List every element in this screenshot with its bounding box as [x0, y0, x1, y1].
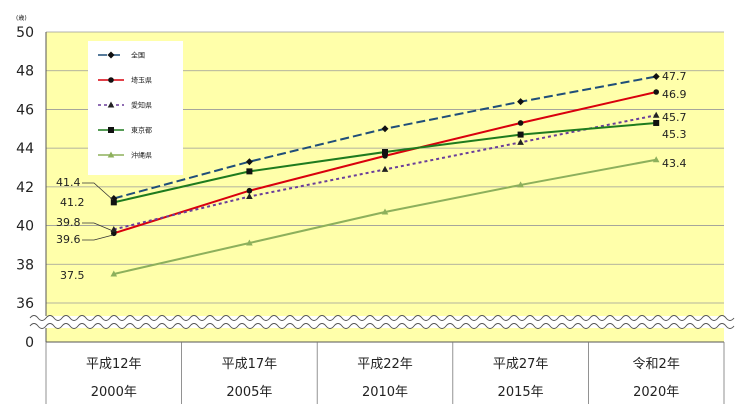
- legend-marker: [107, 151, 115, 158]
- data-point: [246, 168, 253, 175]
- data-point: [517, 120, 524, 126]
- data-point: [653, 119, 660, 126]
- label-leader: [82, 234, 114, 241]
- data-point: [652, 156, 660, 163]
- series-points: [110, 73, 660, 277]
- x-category-year: 2000年: [91, 385, 137, 400]
- data-labels: 41.4 47.7 39.6 46.9 39.8 45.7 41.2 45.3 37.5 43.4: [56, 70, 687, 282]
- unit-label: (歳): [16, 14, 27, 22]
- data-point: [110, 199, 117, 206]
- legend-label: 東京都: [131, 126, 152, 135]
- break-line: [29, 323, 735, 329]
- data-label: 47.7: [662, 70, 687, 83]
- legend-label: 全国: [131, 51, 145, 60]
- data-label: 43.4: [662, 157, 687, 170]
- data-label: 39.6: [56, 233, 81, 246]
- axis-break: [28, 315, 735, 329]
- data-point: [381, 125, 389, 133]
- data-label: 41.2: [60, 196, 85, 209]
- y-tick-label: 44: [16, 141, 34, 157]
- x-category-year: 2005年: [226, 385, 272, 400]
- x-category-label: 平成27年: [493, 357, 549, 372]
- legend-marker: [107, 101, 115, 108]
- y-tick-label: 46: [16, 102, 34, 118]
- x-category-label: 平成17年: [222, 357, 278, 372]
- data-label: 46.9: [662, 88, 687, 101]
- y-tick-label: 0: [25, 335, 34, 351]
- data-label: 39.8: [56, 216, 81, 229]
- legend-label: 沖縄県: [131, 151, 152, 160]
- data-point: [381, 165, 389, 172]
- x-category-label: 令和2年: [633, 357, 680, 372]
- y-tick-label: 50: [16, 25, 34, 41]
- data-point: [381, 208, 389, 215]
- data-point: [652, 111, 660, 118]
- legend-box: [88, 41, 183, 175]
- x-category-year: 2020年: [633, 385, 679, 400]
- data-point: [246, 193, 253, 200]
- data-point: [517, 181, 524, 188]
- y-tick-label: 40: [16, 219, 34, 235]
- x-category-year: 2010年: [362, 385, 408, 400]
- y-tick-label: 36: [16, 296, 34, 312]
- break-line: [29, 315, 735, 321]
- data-label: 37.5: [60, 269, 85, 282]
- data-point: [382, 149, 388, 156]
- data-point: [245, 158, 253, 166]
- data-point: [652, 73, 660, 81]
- data-point: [517, 98, 525, 106]
- label-leader: [82, 182, 114, 201]
- data-point: [246, 239, 253, 246]
- y-tick-label: 48: [16, 64, 34, 80]
- legend-marker: [108, 127, 114, 133]
- data-label: 45.7: [662, 111, 687, 124]
- x-category-label: 平成12年: [86, 357, 142, 372]
- legend-marker: [108, 77, 114, 83]
- y-tick-labels: 50 48 46 44 42 40 38 36 0: [16, 25, 34, 351]
- legend-label: 埼玉県: [131, 76, 152, 85]
- y-tick-label: 38: [16, 257, 34, 273]
- x-category-label: 平成22年: [357, 357, 413, 372]
- data-point: [110, 270, 118, 277]
- y-tick-label: 42: [16, 180, 34, 196]
- data-point: [517, 138, 524, 145]
- data-point: [517, 131, 524, 138]
- data-label: 41.4: [56, 176, 81, 189]
- data-point: [653, 89, 659, 95]
- x-category-labels: 平成12年 2000年 平成17年 2005年 平成22年 2010年 平成27年 2015年…: [86, 357, 680, 400]
- label-leader: [82, 222, 114, 232]
- data-label: 45.3: [662, 128, 687, 141]
- legend-marker: [107, 51, 115, 59]
- x-category-year: 2015年: [498, 385, 544, 400]
- axes: [45, 32, 725, 404]
- legend-label: 愛知県: [131, 101, 152, 110]
- data-point: [246, 187, 253, 194]
